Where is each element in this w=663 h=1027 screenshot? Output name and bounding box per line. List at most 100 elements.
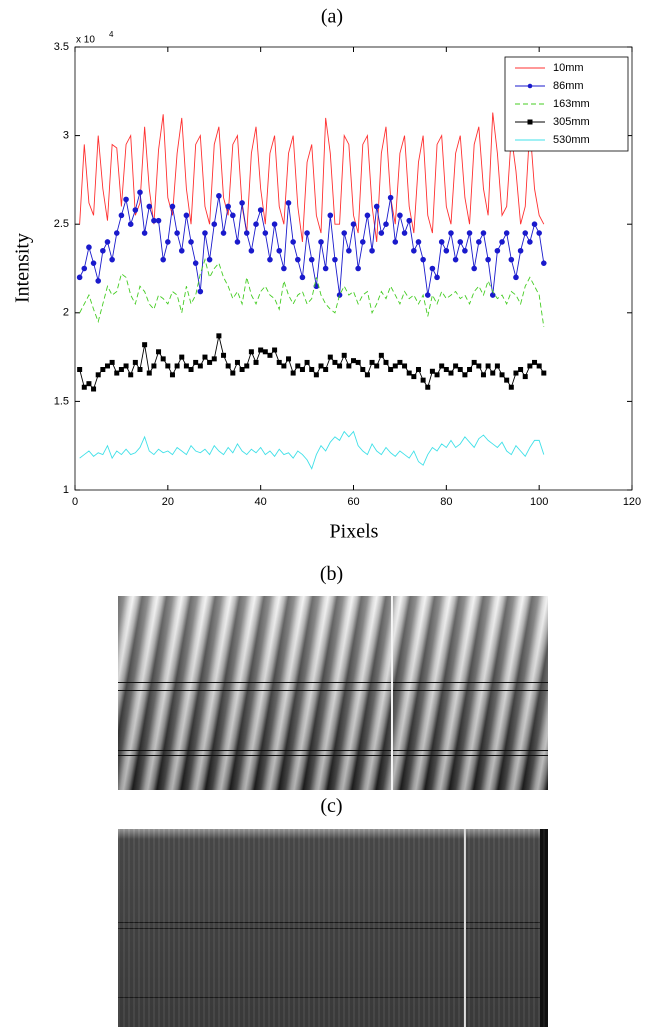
point xyxy=(225,363,231,369)
legend-marker xyxy=(527,119,533,125)
point xyxy=(318,363,324,369)
point xyxy=(508,256,515,263)
panel-label: (c) xyxy=(320,795,343,817)
y-tick-label: 1.5 xyxy=(54,395,69,407)
point xyxy=(262,230,269,236)
point xyxy=(165,239,171,245)
point xyxy=(230,212,236,219)
point xyxy=(402,363,408,369)
point xyxy=(360,367,366,373)
panel-label: (b) xyxy=(319,563,344,585)
point xyxy=(429,368,435,374)
fringe-image xyxy=(118,596,548,790)
legend-label: 163mm xyxy=(553,98,590,110)
point xyxy=(448,370,454,376)
point xyxy=(206,256,213,263)
point xyxy=(290,239,296,245)
point xyxy=(142,342,148,348)
point xyxy=(494,363,500,369)
point xyxy=(109,359,115,365)
point xyxy=(299,367,305,373)
legend-marker xyxy=(527,83,533,89)
point xyxy=(351,358,356,364)
point xyxy=(499,372,505,378)
y-tick-label: 3 xyxy=(63,130,69,142)
point xyxy=(392,363,398,369)
point xyxy=(211,221,218,227)
point xyxy=(123,196,129,203)
point xyxy=(309,367,315,373)
y-axis-label: Intensity xyxy=(12,233,34,303)
point xyxy=(91,386,97,392)
point xyxy=(490,370,496,376)
point xyxy=(160,356,166,362)
point xyxy=(81,265,88,272)
y-tick-label: 3.5 xyxy=(54,41,69,53)
point xyxy=(113,230,120,236)
point xyxy=(420,377,426,383)
point xyxy=(415,367,421,373)
point xyxy=(406,217,413,224)
point xyxy=(536,230,542,236)
flat-image xyxy=(118,829,548,1027)
point xyxy=(503,230,510,236)
chart-title: (a) xyxy=(321,6,343,28)
point xyxy=(476,363,482,369)
point xyxy=(197,363,203,369)
point xyxy=(369,359,375,365)
point xyxy=(202,230,208,236)
point xyxy=(295,363,301,369)
point xyxy=(179,354,185,360)
point xyxy=(128,372,134,378)
point xyxy=(253,359,259,365)
y-multiplier-exponent: 4 xyxy=(109,30,114,39)
point xyxy=(299,274,306,281)
point xyxy=(109,256,115,263)
point xyxy=(439,363,445,369)
point xyxy=(332,359,338,365)
point xyxy=(411,374,417,380)
point xyxy=(355,359,361,365)
point xyxy=(378,230,385,236)
point xyxy=(304,230,310,236)
point xyxy=(281,363,287,369)
point xyxy=(494,247,501,254)
point xyxy=(90,260,97,266)
point xyxy=(313,372,319,378)
x-tick-label: 80 xyxy=(440,496,452,508)
point xyxy=(95,278,102,284)
point xyxy=(81,384,87,390)
point xyxy=(290,370,296,376)
point xyxy=(137,189,143,196)
point xyxy=(156,349,162,355)
point xyxy=(193,359,199,365)
point xyxy=(448,230,454,236)
legend-label: 305mm xyxy=(553,116,590,128)
point xyxy=(392,239,399,245)
y-multiplier: x 10 xyxy=(76,35,95,46)
point xyxy=(100,247,106,254)
point xyxy=(341,230,348,236)
y-tick-label: 1 xyxy=(63,484,69,496)
x-tick-label: 120 xyxy=(623,496,641,508)
point xyxy=(169,372,175,378)
chart: (a) Pixels Intensity x 10 4 1 1.5 2 2.5 3 3.5… xyxy=(12,6,642,543)
point xyxy=(485,363,491,369)
point xyxy=(174,230,180,236)
point xyxy=(174,363,180,369)
x-tick-label: 100 xyxy=(530,496,548,508)
point xyxy=(267,256,273,263)
point xyxy=(244,363,250,369)
point xyxy=(146,203,153,210)
point xyxy=(504,377,510,383)
point xyxy=(341,352,347,358)
point xyxy=(518,367,524,373)
point xyxy=(420,256,426,263)
point xyxy=(443,367,449,373)
point xyxy=(522,230,529,236)
point xyxy=(346,247,352,254)
point xyxy=(499,239,505,245)
x-tick-label: 40 xyxy=(255,496,267,508)
point xyxy=(132,207,139,213)
